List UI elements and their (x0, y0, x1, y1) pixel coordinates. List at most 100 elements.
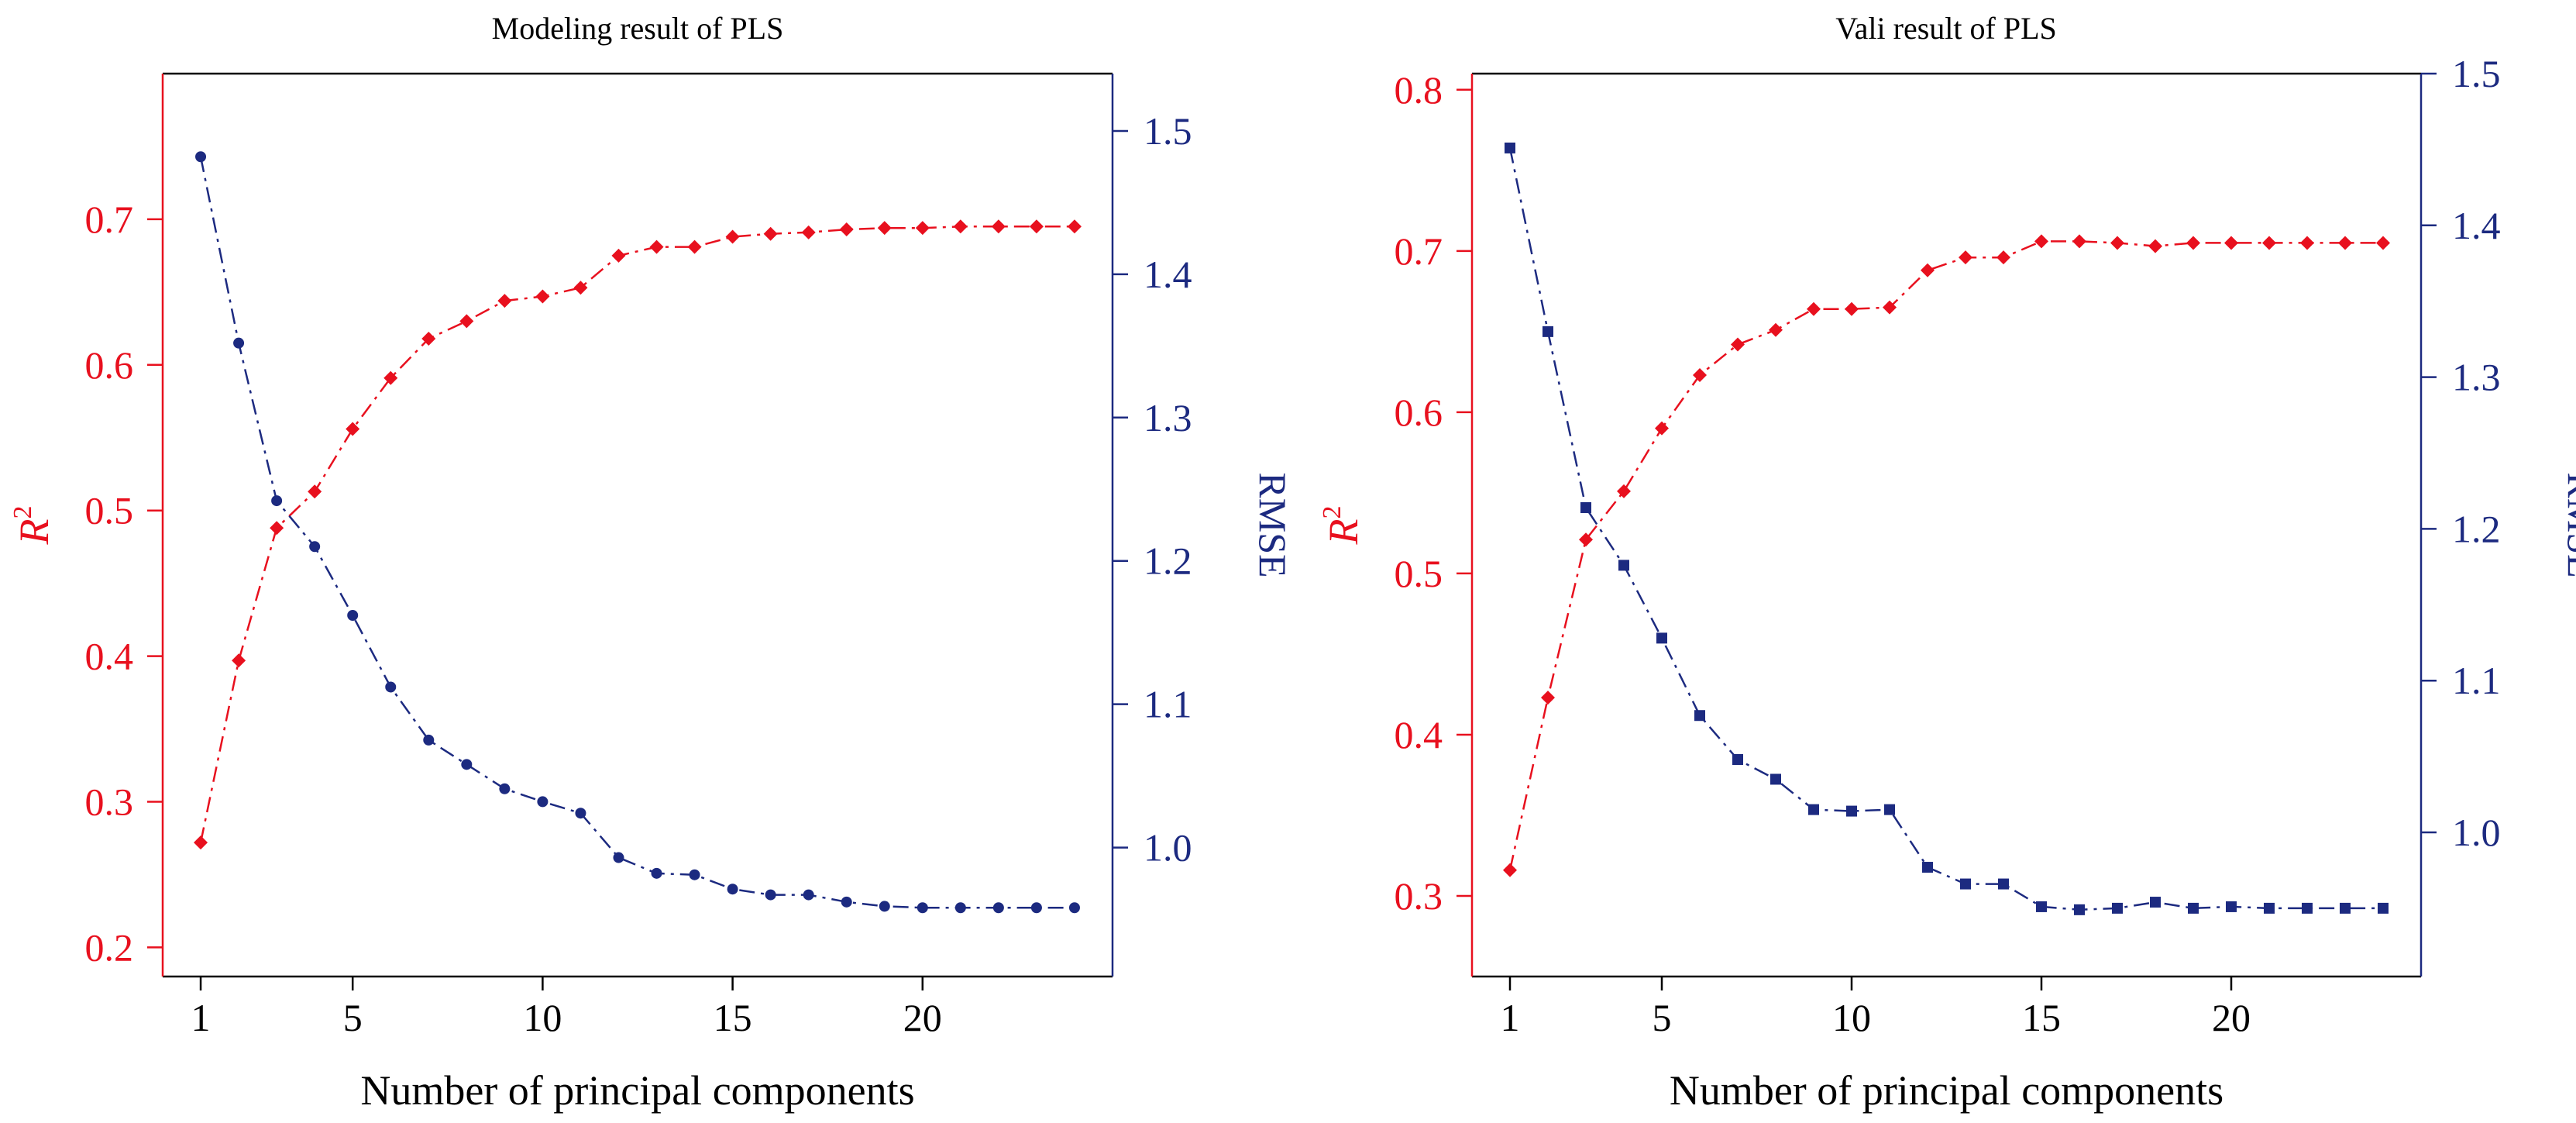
r2-point (497, 294, 512, 308)
x-axis-label: Number of principal components (1670, 1067, 2223, 1114)
r2-point (1067, 219, 1082, 234)
r2-point (232, 653, 246, 668)
r2-point (1731, 337, 1745, 352)
r2-point (1655, 421, 1669, 436)
left-y-axis-label: R2 (1318, 506, 1367, 546)
rmse-point (1808, 804, 1819, 815)
r2-point (725, 229, 740, 244)
r2-point (573, 281, 588, 295)
r2-point (308, 484, 322, 499)
r2-point (194, 835, 208, 850)
x-tick-label: 20 (903, 996, 942, 1039)
r2-point (801, 225, 816, 239)
r2-point (2034, 234, 2048, 249)
right-y-axis-label: RMSE (2560, 472, 2576, 577)
rmse-point (613, 852, 624, 863)
r2-point (611, 248, 626, 263)
x-tick-label: 5 (343, 996, 363, 1039)
rmse-point (1998, 878, 2009, 890)
r2-point (1845, 301, 1859, 316)
left-y-tick-label: 0.6 (85, 343, 134, 387)
r2-point (346, 422, 360, 436)
x-tick-label: 15 (2022, 996, 2061, 1039)
rmse-point (2188, 902, 2199, 914)
x-tick-label: 5 (1653, 996, 1672, 1039)
rmse-point (1960, 878, 1971, 890)
r2-point (383, 370, 398, 385)
rmse-point (2226, 901, 2237, 912)
rmse-point (347, 610, 359, 621)
r2-point (953, 219, 968, 234)
rmse-point (1656, 632, 1667, 644)
x-tick-label: 15 (714, 996, 752, 1039)
r2-series-line (1508, 240, 2383, 870)
rmse-point (2302, 902, 2313, 914)
left-y-tick-label: 0.8 (1395, 68, 1443, 112)
r2-point (763, 226, 778, 241)
rmse-point (2036, 901, 2047, 912)
r2-point (1807, 301, 1821, 316)
rmse-point (1068, 902, 1080, 914)
right-y-tick-label: 1.3 (1144, 396, 1192, 439)
rmse-point (689, 869, 700, 880)
right-y-tick-label: 1.0 (2452, 811, 2501, 854)
rmse-point (1732, 754, 1743, 766)
rmse-point (2264, 902, 2275, 914)
right-y-tick-label: 1.2 (2452, 507, 2501, 550)
rmse-point (917, 902, 928, 914)
left-y-tick-label: 0.5 (85, 489, 134, 532)
r2-point (2376, 236, 2390, 250)
r2-point (535, 289, 550, 304)
right-y-tick-label: 1.4 (2452, 204, 2501, 247)
r2-point (2072, 234, 2086, 249)
rmse-point (309, 541, 321, 553)
r2-point (1921, 263, 1935, 277)
rmse-point (2150, 897, 2161, 908)
rmse-point (1030, 902, 1042, 914)
rmse-point (1922, 862, 1933, 873)
left-y-axis-label-base: R (11, 519, 57, 546)
rmse-point (727, 884, 738, 895)
rmse-series-line (1508, 147, 2383, 911)
r2-point (839, 222, 854, 237)
x-tick-label: 1 (191, 996, 211, 1039)
x-axis-label: Number of principal components (360, 1067, 914, 1114)
rmse-point (233, 337, 245, 349)
rmse-point (537, 796, 549, 808)
r2-point (2262, 236, 2276, 250)
r2-point (1029, 219, 1044, 234)
r2-point (1541, 691, 1555, 705)
r2-point (877, 221, 892, 236)
left-y-tick-label: 0.4 (1395, 713, 1443, 756)
right-y-tick-label: 1.3 (2452, 356, 2501, 399)
right-y-tick-label: 1.1 (1144, 683, 1192, 726)
rmse-point (271, 495, 283, 507)
r2-point (421, 331, 436, 346)
rmse-point (954, 902, 966, 914)
rmse-point (1884, 804, 1895, 815)
rmse-point (841, 896, 852, 908)
left-y-tick-label: 0.7 (1395, 229, 1443, 273)
rmse-point (1580, 501, 1591, 513)
rmse-point (765, 889, 776, 901)
x-tick-label: 1 (1501, 996, 1520, 1039)
left-y-axis-label-sup: 2 (9, 506, 37, 519)
rmse-point (575, 808, 586, 819)
chart-title: Modeling result of PLS (492, 11, 784, 46)
r2-point (1617, 484, 1631, 498)
right-y-tick-label: 1.0 (1144, 826, 1192, 870)
rmse-point (1618, 560, 1629, 571)
rmse-point (803, 889, 814, 901)
rmse-point (1770, 773, 1781, 785)
rmse-point (879, 901, 890, 912)
right-y-tick-label: 1.5 (2452, 52, 2501, 95)
right-y-tick-label: 1.1 (2452, 659, 2501, 702)
rmse-point (2340, 902, 2351, 914)
rmse-point (1543, 326, 1553, 337)
rmse-point (195, 151, 207, 163)
r2-series-line (199, 226, 1075, 843)
r2-point (1883, 300, 1897, 315)
left-y-axis-label: R2 (9, 506, 57, 546)
